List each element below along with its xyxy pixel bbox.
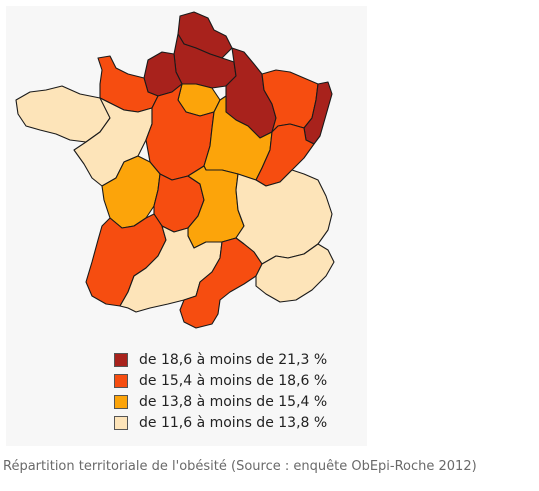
legend-item-class-2: de 15,4 à moins de 18,6 % <box>114 370 354 391</box>
legend-swatch-class-1 <box>114 352 128 367</box>
legend-label-class-3: de 13,8 à moins de 15,4 % <box>139 393 328 410</box>
region-franche-comte[interactable] <box>255 123 315 187</box>
region-alsace[interactable] <box>303 81 333 145</box>
map-frame <box>6 6 367 446</box>
france-choropleth-map <box>15 11 335 329</box>
legend-swatch-class-4 <box>114 415 128 430</box>
legend-label-class-2: de 15,4 à moins de 18,6 % <box>139 372 328 389</box>
legend-swatch-class-2 <box>114 373 128 388</box>
legend-label-class-1: de 18,6 à moins de 21,3 % <box>139 351 328 368</box>
legend-item-class-1: de 18,6 à moins de 21,3 % <box>114 349 354 370</box>
map-legend: de 18,6 à moins de 21,3 % de 15,4 à moin… <box>114 349 354 433</box>
figure-caption: Répartition territoriale de l'obésité (S… <box>3 459 477 474</box>
region-paca[interactable] <box>255 243 335 303</box>
legend-label-class-4: de 11,6 à moins de 13,8 % <box>139 414 328 431</box>
legend-swatch-class-3 <box>114 394 128 409</box>
legend-item-class-3: de 13,8 à moins de 15,4 % <box>114 391 354 412</box>
region-languedoc-roussillon[interactable] <box>179 237 263 329</box>
legend-item-class-4: de 11,6 à moins de 13,8 % <box>114 412 354 433</box>
